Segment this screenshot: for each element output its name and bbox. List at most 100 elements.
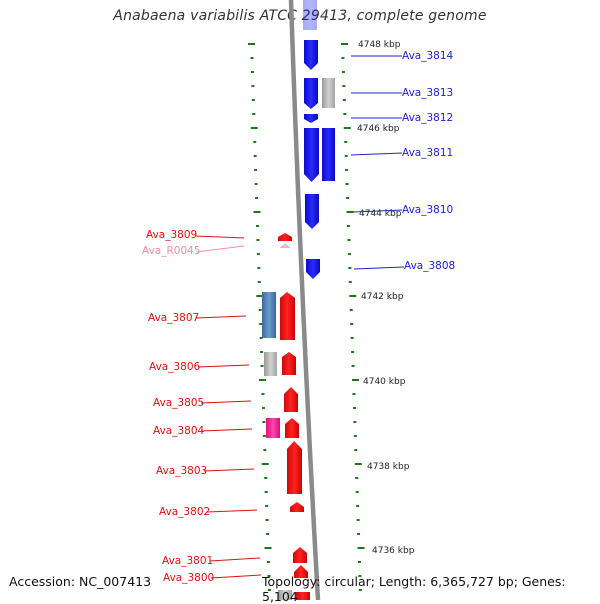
gene-arrow-ava-3808[interactable]: [306, 259, 320, 279]
tick-mark: [354, 463, 362, 465]
tick-mark: [346, 225, 350, 227]
gene-arrow-ava-3806[interactable]: [282, 352, 296, 375]
gene-label-ava-3805[interactable]: Ava_3805: [153, 397, 204, 409]
gene-arrow-ava-3807[interactable]: [280, 292, 295, 340]
gene-arrow-ava-3807-steel[interactable]: [262, 292, 276, 338]
tick-mark: [341, 43, 348, 45]
gene-label-ava-3804[interactable]: Ava_3804: [153, 425, 205, 437]
tick-mark: [264, 477, 268, 479]
tick-mark: [262, 421, 266, 423]
tick-mark: [261, 407, 265, 409]
tick-mark: [342, 85, 346, 87]
tick-mark: [258, 309, 262, 311]
gene-arrow-ava-3812[interactable]: [304, 114, 318, 123]
tick-mark: [351, 365, 355, 367]
gene-arrow-ava-3803[interactable]: [287, 441, 302, 494]
genome-backbone: [288, 0, 321, 600]
tick-mark: [254, 169, 258, 171]
tick-mark: [346, 211, 354, 213]
gene-label-ava-3814[interactable]: Ava_3814: [402, 50, 454, 62]
tick-mark: [267, 589, 271, 591]
tick-mark: [263, 449, 267, 451]
tick-mark: [344, 155, 348, 157]
tick-mark: [262, 435, 266, 437]
gene-label-ava-3811[interactable]: Ava_3811: [402, 147, 453, 159]
gene-arrow-ava-3802[interactable]: [290, 502, 304, 512]
tick-mark: [347, 239, 351, 241]
gene-arrow-ava-3800[interactable]: [294, 565, 308, 578]
gene-label-ava-3812[interactable]: Ava_3812: [402, 112, 453, 124]
gene-label-ava-3813[interactable]: Ava_3813: [402, 87, 453, 99]
tick-mark: [266, 561, 270, 563]
gene-arrow-ava-3806-gray[interactable]: [264, 352, 277, 376]
tick-mark: [352, 393, 356, 395]
tick-marks-right: [341, 43, 365, 591]
gene-arrow-ava-3801[interactable]: [293, 547, 307, 563]
scale-label: 4746 kbp: [357, 124, 400, 134]
forward-gene-strip: [303, 0, 317, 30]
scale-labels: 4748 kbp 4746 kbp 4744 kbp 4742 kbp 4740…: [357, 40, 415, 556]
gene-label-ava-3801[interactable]: Ava_3801: [162, 555, 213, 567]
gene-arrow-ava-3813[interactable]: [322, 78, 335, 108]
tick-mark: [344, 141, 348, 143]
gene-label-ava-3810[interactable]: Ava_3810: [402, 204, 453, 216]
tick-mark: [350, 323, 354, 325]
gene-arrow-ava-3804[interactable]: [285, 418, 299, 438]
gene-label-ava-r0045[interactable]: Ava_R0045: [142, 245, 200, 257]
accession-text: Accession: NC_007413: [9, 574, 152, 589]
scale-label: 4738 kbp: [367, 462, 410, 472]
gene-label-ava-3806[interactable]: Ava_3806: [149, 361, 201, 373]
gene-arrow-ava-3814[interactable]: [304, 40, 318, 70]
tick-mark: [256, 295, 264, 297]
tick-mark: [348, 267, 352, 269]
tick-mark: [253, 141, 257, 143]
reverse-strand-genes: [262, 233, 310, 600]
gene-label-ava-3807[interactable]: Ava_3807: [148, 312, 199, 324]
tick-mark: [257, 281, 261, 283]
gene-label-ava-3809[interactable]: Ava_3809: [146, 229, 197, 241]
gene-arrow-ava-3810[interactable]: [305, 194, 319, 229]
gene-arrow-ava-3811-b[interactable]: [322, 128, 335, 181]
scale-label: 4744 kbp: [359, 209, 402, 219]
gene-arrow-ava-3805[interactable]: [284, 387, 298, 412]
tick-mark: [264, 491, 268, 493]
tick-mark: [259, 379, 267, 381]
gene-label-ava-3802[interactable]: Ava_3802: [159, 506, 210, 518]
tick-marks-left: [248, 43, 272, 591]
tick-mark: [250, 71, 254, 73]
tick-mark: [354, 449, 358, 451]
gene-labels: Ava_3814 Ava_3813 Ava_3812 Ava_3811 Ava_…: [142, 50, 455, 584]
tick-mark: [267, 575, 271, 577]
tick-mark: [260, 365, 264, 367]
tick-mark: [343, 113, 347, 115]
tick-mark: [343, 127, 351, 129]
tick-mark: [349, 295, 357, 297]
tick-mark: [251, 85, 255, 87]
scale-label: 4748 kbp: [358, 40, 401, 50]
map-title: Anabaena variabilis ATCC 29413, complete…: [113, 8, 487, 24]
tick-mark: [259, 337, 263, 339]
tick-mark: [356, 519, 360, 521]
gene-arrow-ava-r0045[interactable]: [280, 243, 290, 248]
tick-mark: [352, 407, 356, 409]
gene-label-ava-3803[interactable]: Ava_3803: [156, 465, 207, 477]
tick-mark: [347, 253, 351, 255]
gene-arrow-ava-3809[interactable]: [278, 233, 292, 241]
gene-arrow-ava-3813-blue[interactable]: [304, 78, 318, 109]
gene-label-ava-3800[interactable]: Ava_3800: [163, 572, 214, 584]
tick-mark: [261, 463, 269, 465]
tick-mark: [256, 253, 260, 255]
tick-mark: [357, 547, 365, 549]
tick-mark: [257, 267, 261, 269]
tick-mark: [264, 547, 272, 549]
tick-mark: [253, 211, 261, 213]
tick-mark: [248, 43, 255, 45]
gene-arrow-ava-3811[interactable]: [304, 128, 319, 182]
gene-arrow-bottom-red: [296, 592, 310, 600]
tick-mark: [261, 393, 265, 395]
gene-arrow-ava-3804-pink[interactable]: [266, 418, 280, 438]
tick-mark: [345, 169, 349, 171]
scale-label: 4740 kbp: [363, 377, 406, 387]
gene-label-ava-3808[interactable]: Ava_3808: [404, 260, 455, 272]
tick-mark: [350, 337, 354, 339]
